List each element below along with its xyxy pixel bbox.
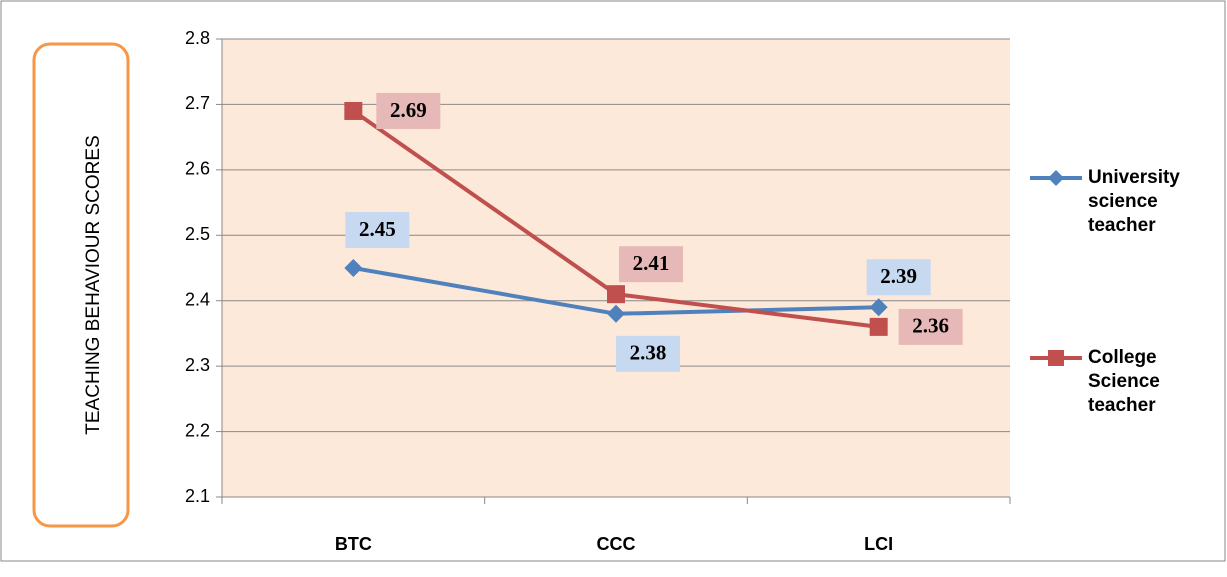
data-label-box xyxy=(866,259,931,296)
point xyxy=(869,298,888,317)
y-tick-label: 2.1 xyxy=(185,486,210,506)
data-label: 2.45 xyxy=(359,217,396,241)
y-tick-label: 2.3 xyxy=(185,355,210,375)
legend-label: University science teacher xyxy=(1088,167,1180,236)
point xyxy=(607,304,625,323)
data-label-box xyxy=(898,308,963,345)
data-label: 2.69 xyxy=(390,98,427,122)
x-tick-label: LCI xyxy=(864,534,893,554)
data-label-box xyxy=(376,92,441,129)
data-label: 2.41 xyxy=(633,251,670,275)
data-label-box xyxy=(345,212,410,248)
y-tick-label: 2.5 xyxy=(185,224,210,244)
legend-marker xyxy=(1048,350,1064,366)
y-tick-label: 2.2 xyxy=(185,420,210,440)
data-label-box xyxy=(619,246,683,283)
y-tick-label: 2.7 xyxy=(185,93,210,113)
point xyxy=(344,259,363,277)
y-tick-label: 2.6 xyxy=(185,159,210,179)
point xyxy=(344,101,363,120)
y-axis-label: TEACHING BEHAVIOUR SCORES xyxy=(83,135,104,434)
data-label: 2.36 xyxy=(912,314,949,338)
data-label: 2.39 xyxy=(880,264,917,288)
data-label-box xyxy=(616,335,680,372)
y-tick-label: 2.4 xyxy=(185,289,210,309)
point xyxy=(607,285,625,304)
x-tick-label: CCC xyxy=(597,534,636,554)
legend-label: College Science teacher xyxy=(1088,347,1160,416)
y-label-box xyxy=(32,42,130,528)
data-label: 2.38 xyxy=(630,341,667,365)
x-tick-label: BTC xyxy=(335,534,372,554)
y-tick-label: 2.8 xyxy=(185,28,210,48)
legend-marker xyxy=(1048,170,1064,186)
point xyxy=(869,317,888,336)
